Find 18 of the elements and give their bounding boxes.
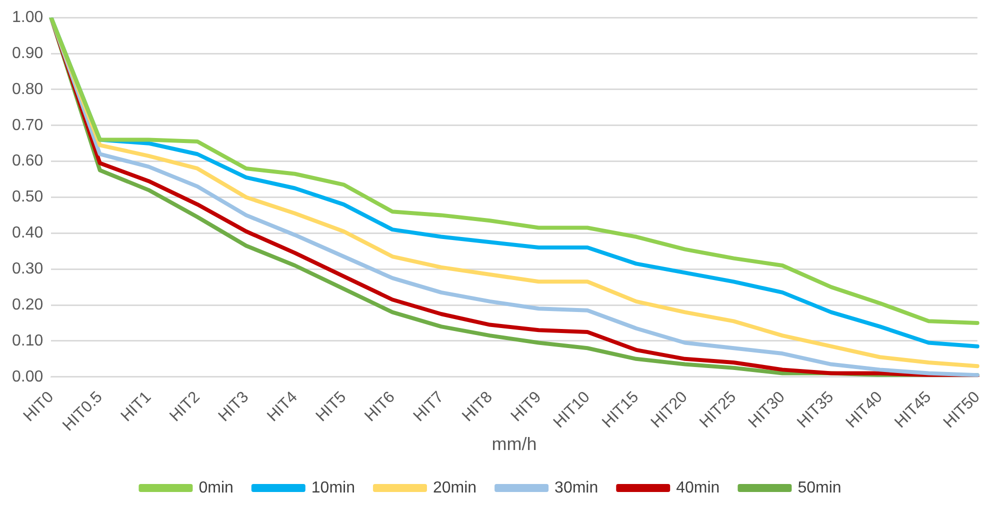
y-tick-label: 0.80 (12, 80, 44, 98)
legend-label: 10min (311, 479, 355, 496)
y-tick-label: 0.60 (12, 152, 44, 170)
legend-label: 20min (432, 479, 477, 496)
y-tick-label: 0.70 (12, 116, 44, 134)
y-tick-label: 0.40 (12, 224, 44, 242)
y-tick-label: 0.20 (12, 296, 44, 314)
y-tick-label: 0.30 (12, 260, 44, 278)
legend-label: 0min (198, 479, 234, 496)
y-tick-label: 1.00 (12, 9, 44, 26)
y-tick-label: 0.90 (12, 44, 44, 62)
legend-label: 40min (676, 479, 720, 496)
y-tick-label: 0.00 (12, 368, 44, 386)
y-tick-label: 0.10 (12, 332, 44, 350)
y-tick-label: 0.50 (12, 188, 44, 206)
legend-label: 30min (554, 479, 598, 496)
x-axis-title: mm/h (492, 434, 537, 454)
legend-label: 50min (798, 479, 842, 496)
